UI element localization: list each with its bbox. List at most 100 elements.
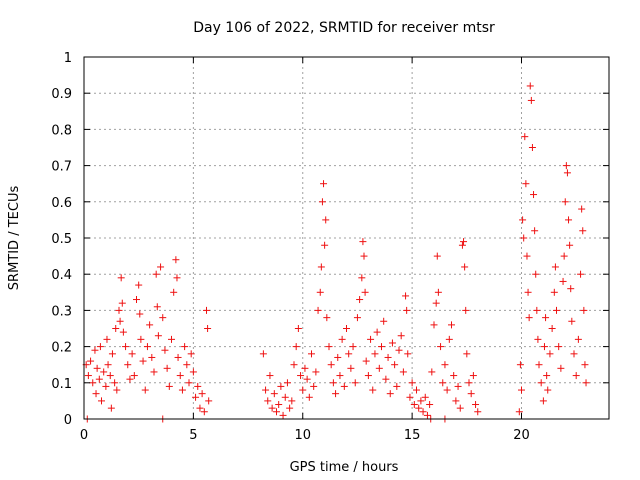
data-point [290, 361, 298, 369]
data-point [100, 368, 108, 376]
data-point [441, 361, 449, 369]
data-point [336, 372, 344, 380]
data-point [107, 404, 115, 412]
data-point [551, 263, 559, 271]
data-point [544, 386, 552, 394]
data-point [550, 288, 558, 296]
data-point [323, 314, 331, 322]
data-point [189, 368, 197, 376]
data-point [92, 390, 100, 398]
data-point [560, 252, 568, 260]
x-tick-label: 15 [404, 428, 421, 443]
data-point [522, 180, 530, 188]
x-tick-label: 10 [294, 428, 311, 443]
axis-ticks: 0 5 10 15 20 0 0.1 0.2 0.3 0.4 0.5 0.6 0.7 0.8 0.9 1 [51, 51, 609, 443]
data-point [472, 401, 480, 409]
data-point [178, 386, 186, 394]
data-point [408, 379, 416, 387]
data-point [423, 411, 431, 419]
data-point [450, 372, 458, 380]
data-point [555, 343, 563, 351]
data-point [454, 382, 462, 390]
data-point [439, 379, 447, 387]
data-point [561, 198, 569, 206]
data-point [204, 325, 212, 332]
data-point [146, 321, 154, 329]
data-point [281, 393, 289, 401]
data-point [299, 386, 307, 394]
data-point [432, 299, 440, 307]
data-point [318, 198, 326, 206]
data-point [312, 368, 320, 376]
data-point [277, 382, 285, 390]
data-point [534, 335, 542, 343]
data-point [434, 288, 442, 296]
y-tick-label: 0.4 [51, 268, 72, 283]
data-point [397, 332, 405, 340]
data-point [380, 317, 388, 325]
data-point [526, 82, 534, 90]
data-point [548, 325, 556, 332]
data-point [168, 335, 175, 343]
data-point [159, 314, 167, 322]
data-point [279, 411, 287, 419]
data-point [373, 328, 381, 336]
data-point [283, 379, 291, 387]
data-point [570, 350, 578, 358]
data-point [364, 372, 372, 380]
data-point [557, 364, 565, 372]
data-point [111, 379, 119, 387]
data-point [321, 241, 329, 249]
data-point [185, 379, 193, 387]
data-point [403, 306, 411, 314]
data-point [360, 252, 368, 260]
data-point [297, 372, 305, 380]
data-point [375, 364, 383, 372]
data-point [531, 227, 539, 235]
data-point [275, 401, 283, 409]
y-tick-label: 0.6 [51, 196, 72, 211]
data-point [136, 310, 144, 318]
data-point [371, 350, 379, 358]
data-point [106, 372, 114, 380]
data-point [426, 401, 434, 409]
data-point [356, 296, 364, 304]
x-tick-label: 5 [189, 428, 197, 443]
data-point [332, 390, 340, 398]
data-point [367, 335, 375, 343]
data-point [266, 372, 274, 380]
data-point [200, 408, 208, 416]
data-point [104, 361, 112, 369]
data-point [126, 375, 134, 383]
y-tick-label: 0.7 [51, 160, 72, 175]
data-point [316, 288, 324, 296]
data-point [402, 292, 410, 300]
data-point [141, 386, 149, 394]
data-point [347, 364, 355, 372]
data-point [463, 350, 471, 358]
data-point [165, 382, 173, 390]
data-point [116, 317, 124, 325]
data-point [154, 332, 162, 340]
data-point [118, 299, 126, 307]
data-point [461, 263, 469, 271]
data-point [137, 335, 145, 343]
data-point [314, 306, 322, 314]
data-point [112, 325, 120, 332]
data-point [301, 364, 309, 372]
data-point [410, 401, 418, 409]
data-point [581, 361, 589, 369]
data-point [133, 296, 140, 304]
data-point [562, 162, 570, 170]
data-point [462, 306, 470, 314]
data-point [445, 335, 453, 343]
data-point [153, 303, 161, 311]
data-point [91, 346, 99, 354]
data-point [322, 216, 330, 224]
data-point [525, 314, 533, 322]
data-point [404, 350, 412, 358]
data-point [143, 343, 151, 351]
data-point [518, 386, 525, 394]
data-point [196, 404, 204, 412]
